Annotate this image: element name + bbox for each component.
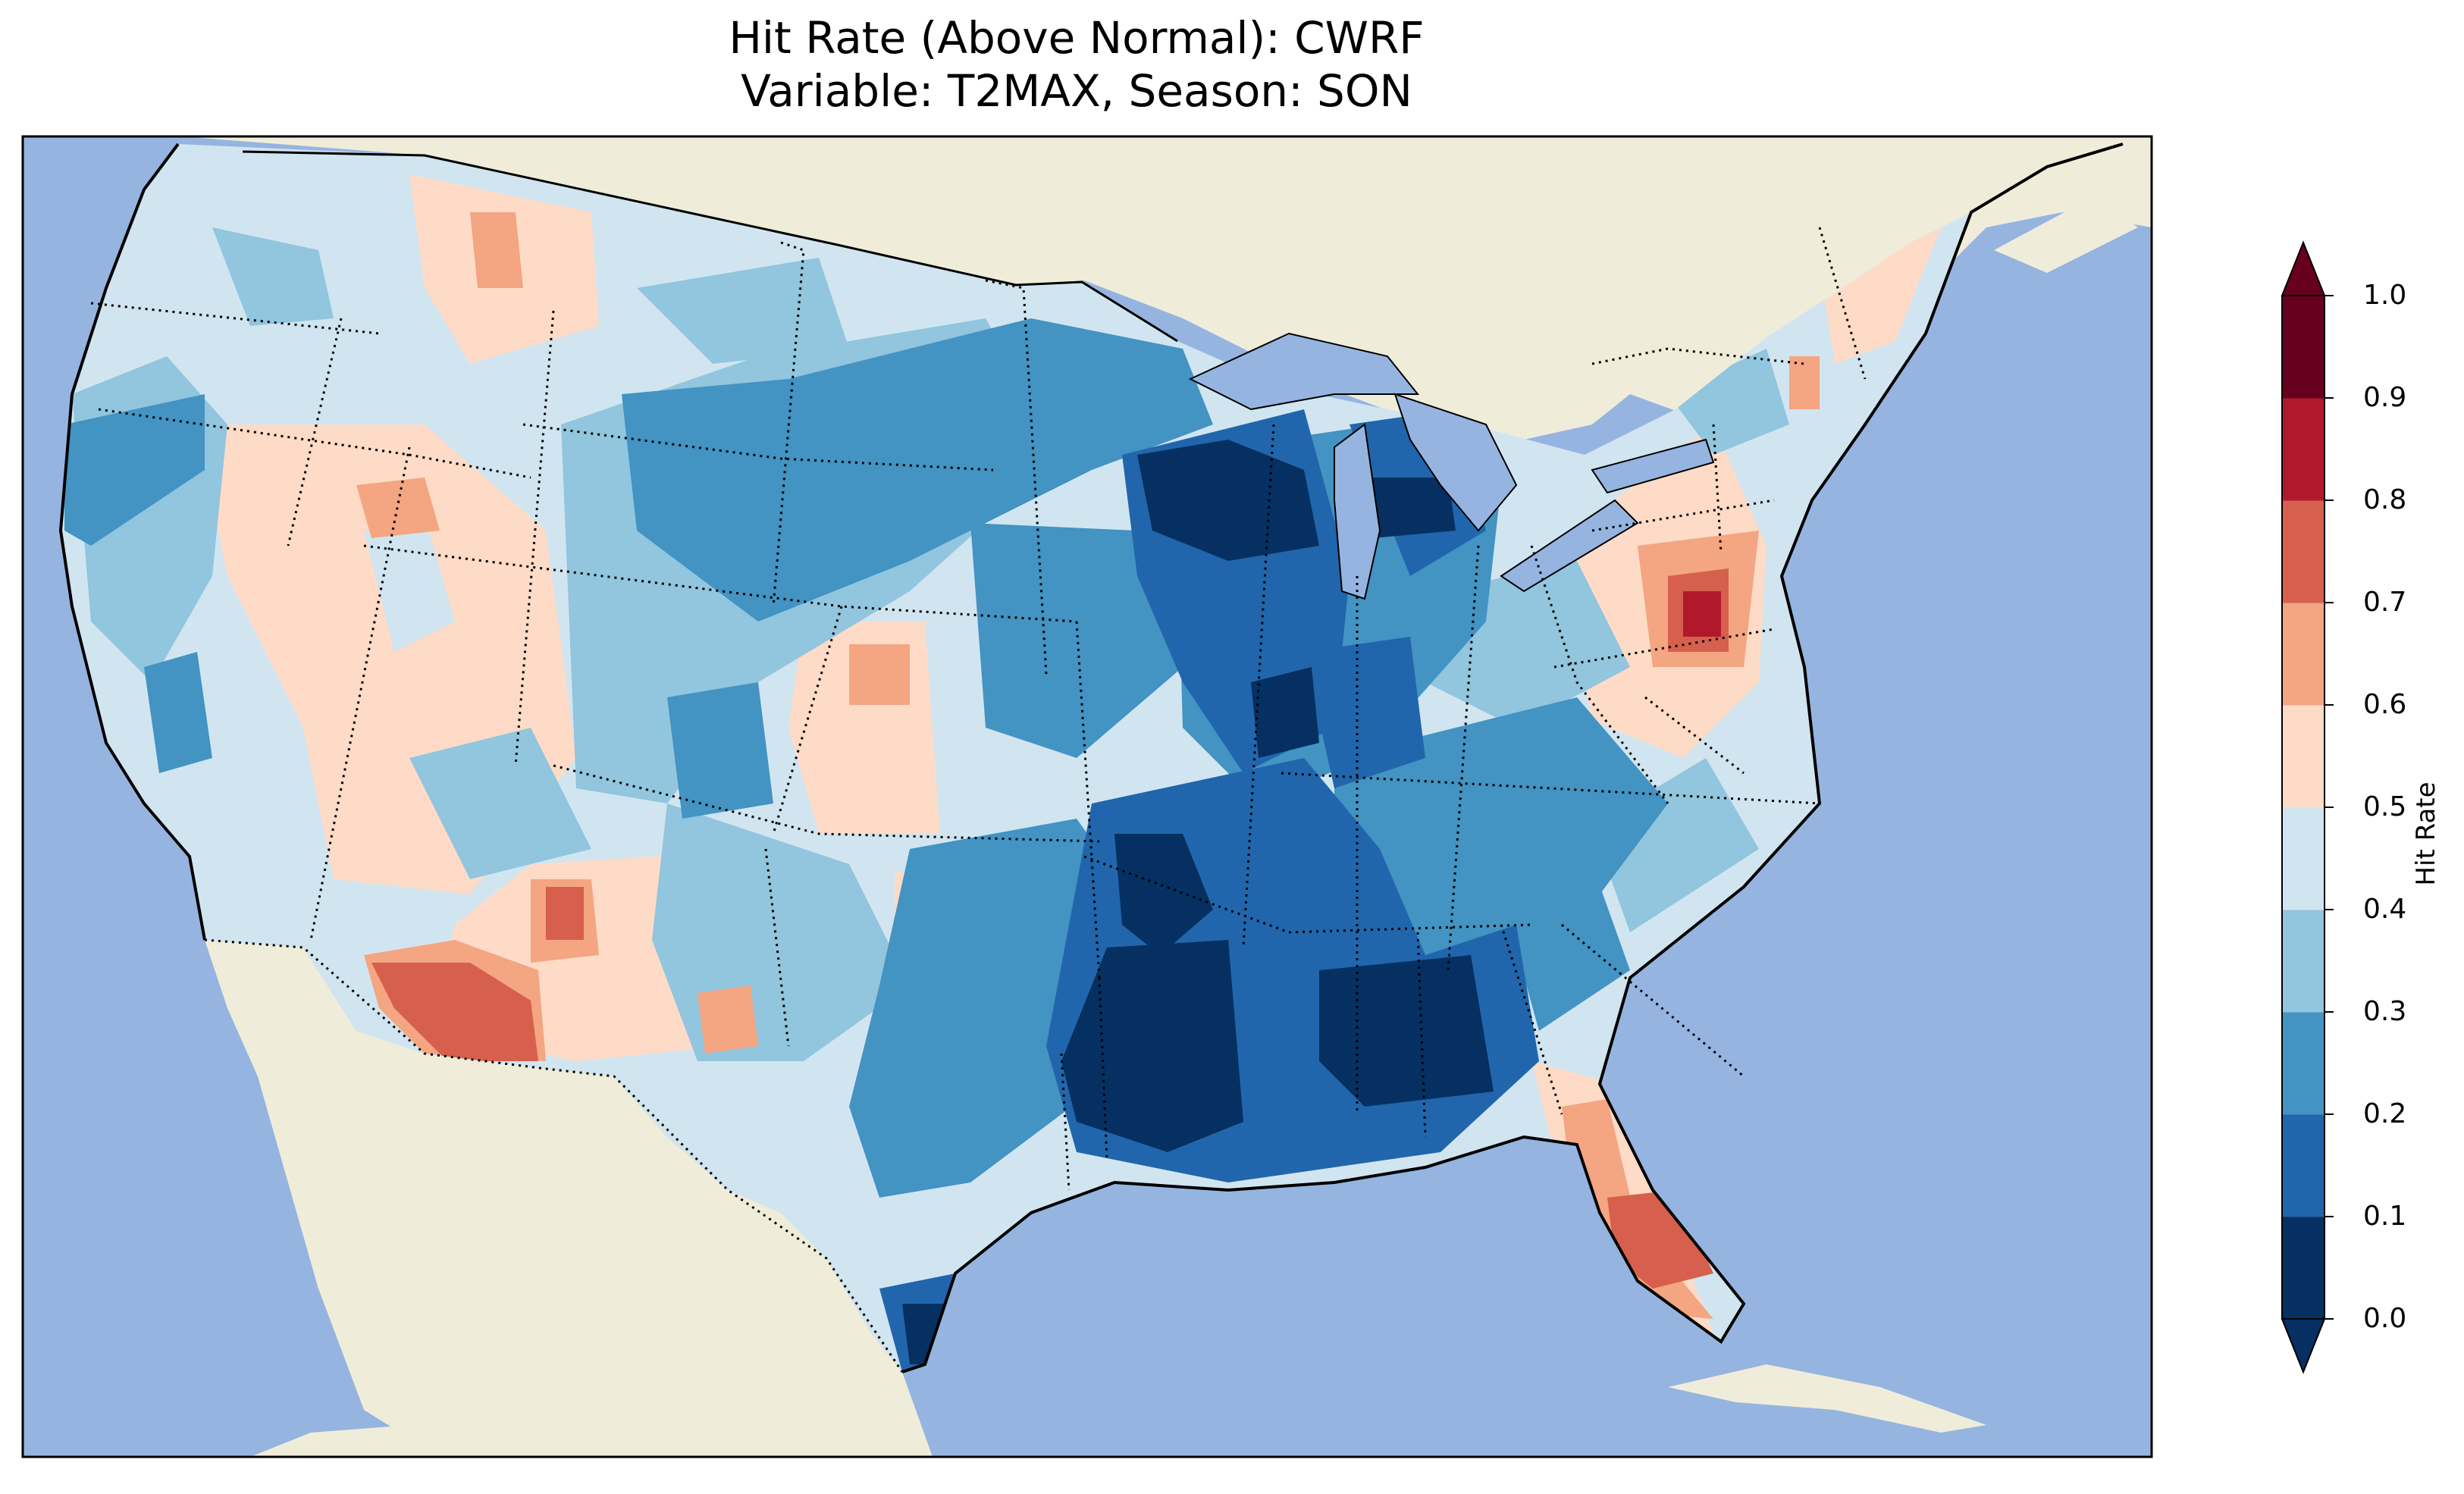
- colorbar-segment-0.8-0.9: [2282, 398, 2324, 501]
- colorbar-segment-0.6-0.7: [2282, 603, 2324, 706]
- colorbar-tick-label: 0.9: [2363, 382, 2407, 413]
- colorbar-segment-0.1-0.2: [2282, 1114, 2324, 1217]
- colorbar-label: Hit Rate: [2411, 781, 2441, 886]
- colorbar-segment-0.3-0.4: [2282, 910, 2324, 1013]
- colorbar-tick-label: 0.1: [2363, 1201, 2407, 1232]
- mexico-border: [204, 938, 904, 1373]
- colorbar-tick-label: 0.2: [2363, 1098, 2407, 1129]
- colorbar-extend-top: [2281, 240, 2326, 296]
- canada-border: [242, 150, 1178, 343]
- colorbar-segment-0.4-0.5: [2282, 807, 2324, 910]
- colorbar-segment-0.9-1.0: [2282, 296, 2324, 399]
- map-frame: [21, 135, 2153, 1458]
- colorbar-segment-0.5-0.6: [2282, 705, 2324, 808]
- mexico-land: [205, 940, 933, 1457]
- colorbar-tick-label: 1.0: [2363, 280, 2407, 311]
- colorbar-segments: [2282, 296, 2324, 1320]
- colorbar-tick-label: 0.5: [2363, 791, 2407, 822]
- colorbar-tick-marks: [2324, 295, 2334, 1320]
- colorbar-tick-label: 0.3: [2363, 996, 2407, 1027]
- state-borders: [90, 227, 1867, 1191]
- map-title-line1: Hit Rate (Above Normal): CWRF: [729, 12, 1425, 64]
- nova-scotia-land: [1994, 197, 2138, 273]
- colorbar-segment-0.0-0.1: [2282, 1217, 2324, 1320]
- colorbar-extend-bottom: [2281, 1318, 2326, 1374]
- colorbar-segment-0.7-0.8: [2282, 500, 2324, 603]
- level-0.4-0.5: [364, 515, 455, 652]
- level-0.8-0.9: [1683, 591, 1721, 637]
- baja-land: [205, 940, 425, 1448]
- cuba-land: [1668, 1364, 1986, 1433]
- us-coastline: [58, 143, 2124, 1373]
- colorbar-tick-label: 0.0: [2363, 1303, 2407, 1334]
- colorbar-tick-label: 0.7: [2363, 587, 2407, 618]
- canada-land: [182, 136, 2152, 455]
- map-title-line2: Variable: T2MAX, Season: SON: [741, 65, 1412, 117]
- colorbar-tick-label: 0.8: [2363, 484, 2407, 515]
- colorbar-segment-0.2-0.3: [2282, 1012, 2324, 1115]
- colorbar-tick-label: 0.6: [2363, 689, 2407, 720]
- colorbar-tick-label: 0.4: [2363, 894, 2407, 925]
- great-lakes: [1188, 332, 1715, 600]
- level-0.0-0.1: [902, 440, 1494, 1364]
